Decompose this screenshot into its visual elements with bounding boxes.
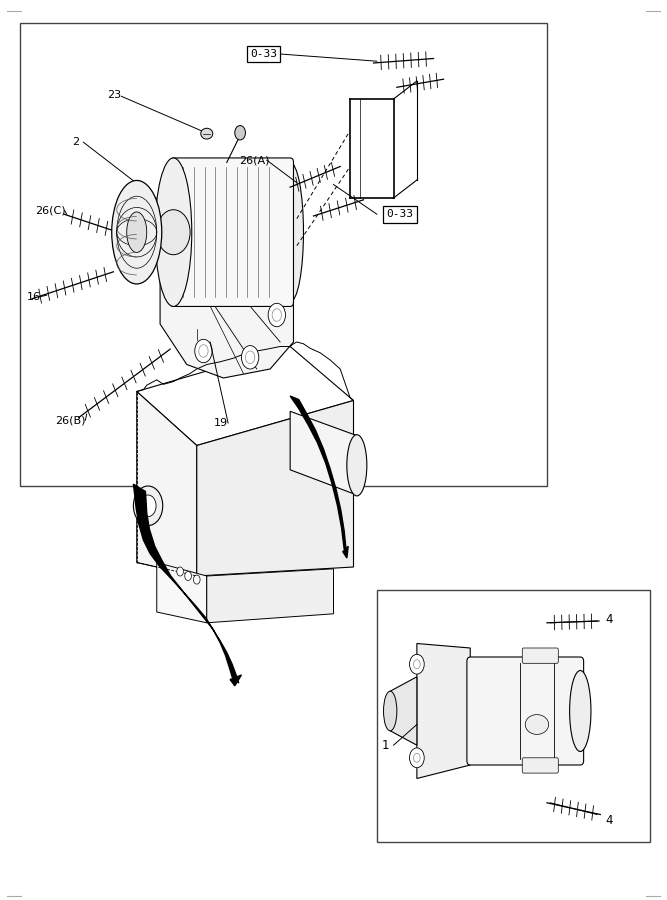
- Ellipse shape: [570, 670, 591, 752]
- Polygon shape: [230, 675, 241, 686]
- Polygon shape: [290, 411, 357, 495]
- Polygon shape: [417, 644, 470, 778]
- Ellipse shape: [277, 162, 303, 302]
- Bar: [377, 590, 650, 842]
- FancyBboxPatch shape: [522, 758, 558, 773]
- Circle shape: [410, 748, 424, 768]
- FancyBboxPatch shape: [522, 648, 558, 663]
- Text: 1: 1: [382, 739, 389, 752]
- Circle shape: [410, 654, 424, 674]
- Polygon shape: [133, 484, 239, 683]
- Circle shape: [157, 210, 190, 255]
- Polygon shape: [197, 400, 354, 576]
- Text: 4: 4: [606, 814, 613, 827]
- Ellipse shape: [112, 180, 161, 284]
- Circle shape: [185, 572, 191, 580]
- Ellipse shape: [155, 158, 192, 306]
- Polygon shape: [343, 546, 348, 558]
- Text: 2: 2: [72, 137, 79, 148]
- Circle shape: [140, 495, 156, 517]
- Polygon shape: [157, 562, 207, 623]
- Polygon shape: [290, 396, 346, 551]
- Circle shape: [177, 567, 183, 576]
- Ellipse shape: [127, 212, 147, 253]
- FancyBboxPatch shape: [467, 657, 584, 765]
- Polygon shape: [137, 392, 197, 576]
- Polygon shape: [160, 270, 293, 378]
- Ellipse shape: [347, 435, 367, 496]
- Polygon shape: [207, 569, 334, 623]
- Ellipse shape: [384, 691, 397, 731]
- Circle shape: [268, 303, 285, 327]
- Ellipse shape: [525, 715, 548, 734]
- Circle shape: [133, 486, 163, 526]
- Circle shape: [235, 125, 245, 140]
- Text: 19: 19: [213, 418, 227, 428]
- Text: 26(B): 26(B): [55, 415, 85, 426]
- Text: 0-33: 0-33: [250, 49, 277, 59]
- FancyBboxPatch shape: [170, 158, 293, 306]
- Circle shape: [193, 575, 200, 584]
- Ellipse shape: [201, 128, 213, 140]
- Text: 0-33: 0-33: [387, 209, 414, 220]
- Text: 4: 4: [606, 613, 613, 626]
- Bar: [20, 22, 547, 486]
- Polygon shape: [390, 677, 417, 745]
- Text: 26(C): 26(C): [35, 205, 66, 216]
- Text: 26(A): 26(A): [239, 155, 269, 166]
- Circle shape: [241, 346, 259, 369]
- Text: 23: 23: [107, 89, 121, 100]
- Polygon shape: [137, 346, 354, 446]
- Circle shape: [195, 339, 212, 363]
- Text: 16: 16: [27, 292, 41, 302]
